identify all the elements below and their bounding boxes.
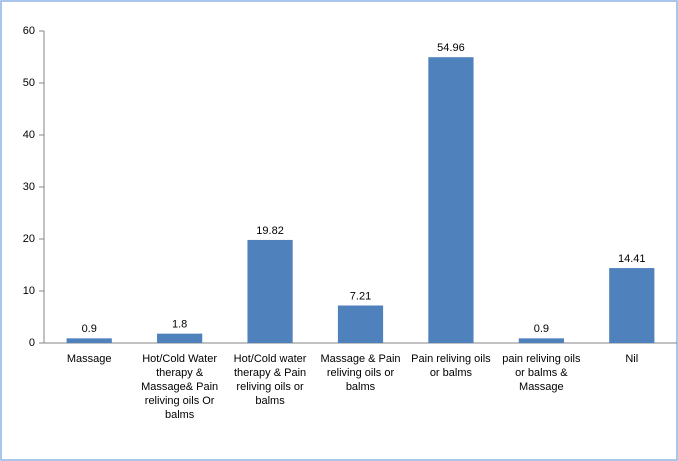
value-label: 54.96 [437, 42, 465, 54]
bar [428, 57, 474, 343]
x-tick-label: Massage & Pain reliving oils or balms [320, 353, 401, 393]
value-label: 7.21 [350, 290, 371, 302]
x-tick-label: Hot/Cold water therapy & Pain reliving o… [233, 353, 307, 407]
bar [609, 268, 655, 343]
y-tick-label: 0 [29, 337, 35, 349]
value-label: 0.9 [534, 323, 549, 335]
y-tick-label: 10 [23, 285, 35, 297]
y-tick-label: 30 [23, 181, 35, 193]
bar [247, 239, 293, 343]
x-tick-label: pain reliving oils or balms & Massage [502, 353, 581, 393]
value-label: 14.41 [618, 253, 646, 265]
x-tick-label: Pain reliving oils or balms [411, 353, 491, 379]
bar [157, 333, 203, 343]
bar [66, 338, 112, 343]
y-tick-label: 60 [23, 25, 35, 37]
bar [337, 305, 384, 343]
x-tick-label: Hot/Cold Water therapy & Massage& Pain r… [141, 353, 219, 421]
y-tick-label: 20 [23, 233, 35, 245]
value-label: 0.9 [82, 323, 97, 335]
x-tick-label: Nil [625, 353, 639, 365]
y-tick-label: 40 [23, 129, 35, 141]
value-label: 19.82 [256, 225, 284, 237]
value-label: 1.8 [172, 319, 187, 331]
y-tick-label: 50 [23, 77, 35, 89]
x-tick-label: Massage [66, 353, 112, 365]
bar [518, 338, 564, 343]
